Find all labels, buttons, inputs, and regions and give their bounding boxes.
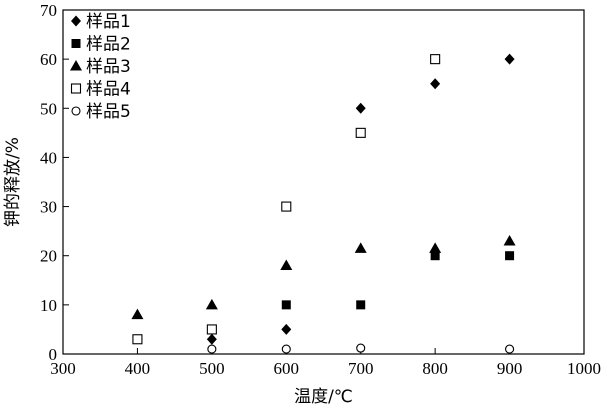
x-tick-label: 400 [125, 359, 151, 378]
series-2 [281, 251, 515, 310]
data-point [207, 344, 217, 354]
data-point [430, 54, 441, 65]
x-axis-title: 温度/℃ [294, 387, 353, 407]
y-tick-label: 40 [40, 148, 57, 167]
data-point [430, 251, 440, 261]
legend-label: 样品3 [86, 57, 131, 77]
legend-marker [70, 83, 82, 94]
x-tick-label: 300 [50, 359, 76, 378]
legend-item: 样品5 [71, 102, 131, 122]
y-tick-label: 50 [40, 99, 57, 118]
legend-item: 样品2 [71, 35, 131, 55]
y-tick-label: 30 [40, 198, 57, 217]
data-point [205, 298, 218, 310]
x-tick-label: 600 [274, 359, 300, 378]
legend-marker [71, 15, 81, 27]
x-tick-label: 1000 [567, 359, 601, 378]
legend-marker [70, 60, 82, 71]
x-tick-label: 800 [422, 359, 448, 378]
legend-marker [71, 106, 81, 116]
legend-marker [71, 39, 81, 48]
x-tick-label: 700 [348, 359, 374, 378]
data-point [505, 344, 515, 354]
data-point [206, 333, 217, 345]
y-tick-label: 20 [40, 247, 57, 266]
data-point [355, 127, 366, 138]
data-point [505, 251, 515, 261]
series-3 [131, 234, 516, 320]
data-point [132, 334, 143, 345]
data-point [281, 201, 292, 212]
y-tick-label: 0 [49, 345, 58, 364]
legend-item: 样品1 [71, 12, 131, 32]
x-tick-label: 900 [497, 359, 523, 378]
data-point [281, 323, 292, 335]
series-1 [206, 53, 515, 345]
data-point [354, 242, 367, 253]
legend-label: 样品1 [86, 12, 131, 32]
data-point [206, 324, 217, 335]
x-tick-label: 500 [199, 359, 225, 378]
plot-area-border [62, 9, 585, 355]
data-point [281, 344, 291, 354]
data-point [281, 300, 291, 310]
y-tick-label: 10 [40, 296, 57, 315]
data-point [355, 102, 366, 114]
y-axis-title: 钾的释放/% [3, 137, 23, 227]
data-point [430, 78, 441, 90]
y-tick-label: 70 [40, 1, 57, 20]
data-point [356, 300, 366, 310]
data-point [356, 343, 366, 353]
legend-item: 样品4 [70, 80, 131, 100]
series-5 [207, 343, 515, 354]
y-axis: 0 10 20 30 40 50 60 70 [40, 1, 69, 364]
legend-item: 样品3 [70, 57, 131, 77]
data-points [131, 53, 516, 354]
legend-label: 样品4 [86, 80, 131, 100]
data-point [504, 53, 515, 65]
x-axis: 300 400 500 600 700 800 900 1000 [50, 348, 601, 378]
plot-frame [62, 9, 585, 355]
legend-label: 样品5 [86, 102, 131, 122]
y-tick-label: 60 [40, 50, 57, 69]
series-4 [132, 54, 441, 345]
data-point [280, 259, 293, 271]
legend-label: 样品2 [86, 35, 131, 55]
data-point [131, 308, 144, 320]
data-point [503, 234, 516, 246]
data-point [429, 242, 442, 253]
